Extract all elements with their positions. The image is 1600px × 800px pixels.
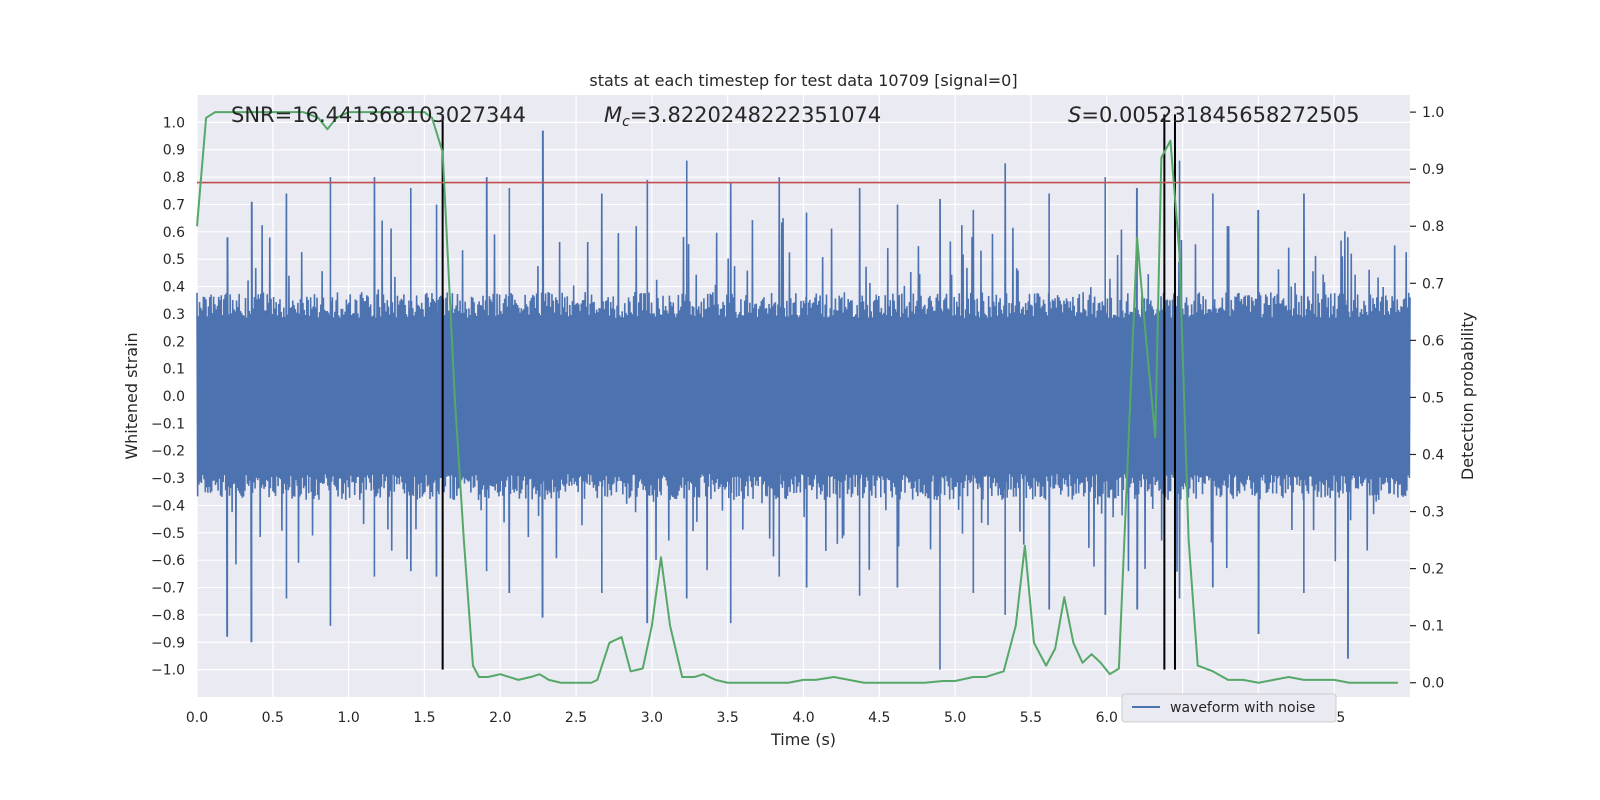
snr-annotation: SNR=16.441368103027344 (231, 103, 526, 127)
x-tick-label: 2.0 (489, 710, 511, 726)
y-tick-label: −0.8 (151, 608, 185, 624)
y-axis-label: Whitened strain (122, 332, 141, 459)
y-tick-label: −0.5 (151, 526, 185, 542)
plot-area (196, 111, 1411, 684)
y-axis-ticks: −1.0 −0.9 −0.8 −0.7 −0.6 −0.5 −0.4 −0.3 −0.2 −0.1… (151, 115, 185, 678)
mc-value: =3.8220248222351074 (630, 103, 881, 127)
x-tick-label: 4.5 (868, 710, 890, 726)
legend: waveform with noise (1121, 693, 1337, 723)
y2-tick-label: 0.1 (1422, 619, 1444, 635)
y2-tick-label: 0.2 (1422, 562, 1444, 578)
mc-symbol: M (604, 103, 622, 127)
y-tick-label: 0.6 (163, 225, 185, 241)
y-tick-label: 0.8 (163, 170, 185, 186)
y2-tick-label: 0.8 (1422, 219, 1444, 235)
y2-tick-label: 0.4 (1422, 447, 1444, 463)
y2-tick-label: 0.6 (1422, 333, 1444, 349)
probability-line (196, 111, 1398, 684)
chart-title: stats at each timestep for test data 107… (589, 71, 1017, 90)
y-tick-label: 0.5 (163, 252, 185, 268)
y2-tick-label: 0.0 (1422, 676, 1444, 692)
s-symbol: S (1068, 103, 1081, 127)
y2-tick-label: 0.9 (1422, 162, 1444, 178)
y-tick-label: −0.7 (151, 581, 185, 597)
x-tick-label: 1.5 (413, 710, 435, 726)
legend-label-waveform: waveform with noise (1170, 700, 1315, 716)
x-tick-label: 3.5 (717, 710, 739, 726)
x-axis-label: Time (s) (770, 730, 836, 749)
y-tick-label: 0.9 (163, 143, 185, 159)
probability-series (196, 111, 1398, 684)
s-annotation: S=0.005231845658272505 (1068, 103, 1359, 127)
s-value: =0.005231845658272505 (1081, 103, 1359, 127)
y2-tick-label: 0.5 (1422, 390, 1444, 406)
y-tick-label: 1.0 (163, 115, 185, 131)
chirp-mass-annotation: Mc=3.8220248222351074 (604, 103, 881, 130)
x-tick-label: 0.5 (262, 710, 284, 726)
y-tick-label: 0.0 (163, 389, 185, 405)
y-tick-label: −0.9 (151, 635, 185, 651)
y-tick-label: −0.1 (151, 416, 185, 432)
x-tick-label: 6.0 (1096, 710, 1118, 726)
x-tick-label: 0.0 (186, 710, 208, 726)
y-tick-label: 0.3 (163, 307, 185, 323)
x-tick-label: 1.0 (337, 710, 359, 726)
mc-subscript: c (622, 114, 630, 130)
x-tick-label: 2.5 (565, 710, 587, 726)
y-tick-label: −0.2 (151, 444, 185, 460)
legend-box (1121, 693, 1337, 723)
y2-axis-ticks: 0.0 0.1 0.2 0.3 0.4 0.5 0.6 0.7 0.8 0.9 1.0 (1410, 105, 1444, 692)
y-tick-label: 0.1 (163, 362, 185, 378)
y-tick-label: −0.4 (151, 498, 185, 514)
x-tick-label: 5.0 (944, 710, 966, 726)
y2-tick-label: 0.7 (1422, 276, 1444, 292)
waveform-line (196, 130, 1411, 670)
x-tick-label: 4.0 (792, 710, 814, 726)
y2-tick-label: 1.0 (1422, 105, 1444, 121)
y-tick-label: −0.6 (151, 553, 185, 569)
y-tick-label: 0.4 (163, 280, 185, 296)
y-tick-label: −0.3 (151, 471, 185, 487)
y2-axis-label: Detection probability (1458, 312, 1477, 480)
y2-tick-label: 0.3 (1422, 505, 1444, 521)
y-tick-label: −1.0 (151, 663, 185, 679)
y-tick-label: 0.7 (163, 197, 185, 213)
x-tick-label: 5.5 (1020, 710, 1042, 726)
y-tick-label: 0.2 (163, 334, 185, 350)
waveform-series (196, 130, 1411, 670)
x-tick-label: 3.0 (641, 710, 663, 726)
